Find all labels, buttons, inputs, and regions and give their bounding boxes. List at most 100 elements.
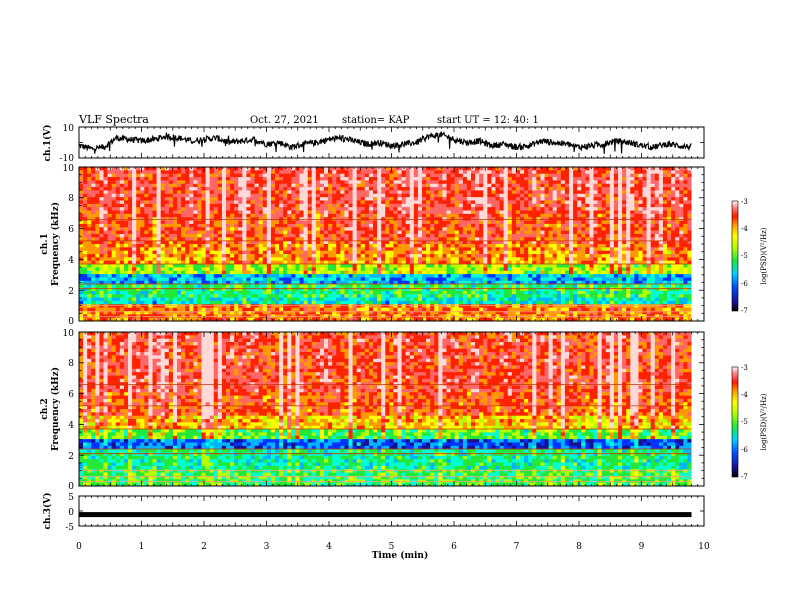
- spectrogram-cell: [540, 257, 545, 262]
- spectrogram-cell: [262, 260, 268, 265]
- spectrogram-cell: [471, 257, 476, 262]
- spectrogram-cell: [332, 274, 337, 278]
- spectrogram-cell: [573, 237, 578, 242]
- spectrogram-cell: [540, 167, 545, 171]
- spectrogram-cell: [560, 227, 566, 232]
- spectrogram-cell: [577, 213, 582, 218]
- spectrogram-cell: [99, 254, 104, 258]
- spectrogram-cell: [483, 177, 488, 181]
- spectrogram-cell: [466, 247, 472, 252]
- spectrogram-cell: [540, 190, 545, 195]
- spectrogram-cell: [205, 170, 211, 175]
- spectrogram-cell: [189, 187, 194, 191]
- spectrogram-cell: [618, 227, 623, 232]
- spectrogram-cell: [569, 200, 574, 205]
- spectrogram-cell: [613, 220, 619, 225]
- spectrogram-cell: [524, 257, 529, 262]
- spectrogram-cell: [487, 240, 492, 245]
- spectrogram-cell: [483, 244, 488, 248]
- spectrogram-cell: [438, 193, 443, 198]
- spectrogram-cell: [332, 190, 337, 195]
- spectrogram-cell: [213, 267, 219, 272]
- spectrogram-cell: [177, 240, 182, 245]
- spectrogram-cell: [466, 227, 472, 232]
- spectrogram-cell: [601, 170, 607, 175]
- spectrogram-cell: [140, 180, 145, 185]
- spectrogram-cell: [303, 237, 309, 242]
- spectrogram-cell: [213, 190, 219, 195]
- spectrogram-cell: [573, 244, 578, 248]
- spectrogram-cell: [83, 237, 88, 242]
- spectrogram-cell: [573, 180, 578, 185]
- spectrogram-cell: [258, 170, 264, 175]
- ch1-waveform-ylabel: ch.1(V): [42, 125, 53, 162]
- spectrogram-cell: [401, 237, 407, 242]
- spectrogram-cell: [417, 170, 423, 175]
- spectrogram-cell: [201, 264, 206, 268]
- spectrogram-cell: [622, 264, 627, 268]
- spectrogram-cell: [446, 203, 451, 208]
- spectrogram-cell: [560, 270, 566, 275]
- spectrogram-cell: [373, 223, 378, 228]
- spectrogram-cell: [140, 200, 145, 205]
- spectrogram-cell: [315, 180, 321, 185]
- spectrogram-cell: [495, 203, 500, 208]
- spectrogram-cell: [397, 223, 402, 228]
- spectrogram-cell: [340, 244, 345, 248]
- spectrogram-cell: [593, 173, 598, 178]
- spectrogram-cell: [128, 197, 133, 201]
- spectrogram-cell: [172, 190, 178, 195]
- spectrogram-cell: [515, 260, 521, 265]
- spectrogram-cell: [430, 173, 435, 178]
- spectrogram-cell: [95, 237, 100, 242]
- spectrogram-cell: [471, 230, 476, 235]
- spectrogram-cell: [381, 203, 386, 208]
- spectrogram-cell: [119, 173, 125, 178]
- spectrogram-cell: [409, 177, 415, 181]
- spectrogram-cell: [589, 170, 594, 175]
- spectrogram-cell: [442, 213, 447, 218]
- spectrogram-cell: [511, 197, 517, 201]
- spectrogram-cell: [103, 230, 108, 235]
- spectrogram-cell: [609, 213, 615, 218]
- spectrogram-cell: [430, 240, 435, 245]
- spectrogram-cell: [128, 247, 133, 252]
- spectrogram-cell: [556, 264, 562, 268]
- spectrogram-cell: [132, 257, 137, 262]
- spectrogram-cell: [630, 247, 635, 252]
- spectrogram-cell: [683, 203, 688, 208]
- spectrogram-cell: [569, 223, 574, 228]
- spectrogram-cell: [177, 223, 182, 228]
- spectrogram-cell: [205, 250, 211, 255]
- spectrogram-cell: [654, 244, 660, 248]
- spectrogram-cell: [205, 254, 211, 258]
- spectrogram-cell: [119, 257, 125, 262]
- spectrogram-cell: [91, 197, 96, 201]
- spectrogram-cell: [462, 203, 468, 208]
- spectrogram-cell: [221, 233, 227, 238]
- spectrogram-cell: [262, 250, 268, 255]
- spectrogram-cell: [119, 244, 125, 248]
- spectrogram-cell: [266, 170, 272, 175]
- spectrogram-cell: [618, 267, 623, 272]
- spectrogram-cell: [630, 233, 635, 238]
- spectrogram-cell: [324, 240, 329, 245]
- spectrogram-cell: [115, 250, 121, 255]
- spectrogram-cell: [270, 193, 276, 198]
- spectrogram-cell: [217, 173, 223, 178]
- spectrogram-cell: [128, 170, 133, 175]
- spectrogram-cell: [148, 227, 153, 232]
- spectrogram-cell: [475, 260, 480, 265]
- spectrogram-cell: [148, 193, 153, 198]
- spectrogram-cell: [385, 267, 390, 272]
- spectrogram-cell: [491, 270, 496, 275]
- spectrogram-cell: [172, 203, 178, 208]
- spectrogram-cell: [458, 227, 464, 232]
- spectrogram-cell: [540, 187, 545, 191]
- spectrogram-cell: [221, 240, 227, 245]
- spectrogram-cell: [581, 270, 586, 275]
- spectrogram-cell: [128, 187, 133, 191]
- spectrogram-cell: [123, 167, 129, 171]
- spectrogram-cell: [675, 274, 680, 278]
- spectrogram-cell: [348, 193, 353, 198]
